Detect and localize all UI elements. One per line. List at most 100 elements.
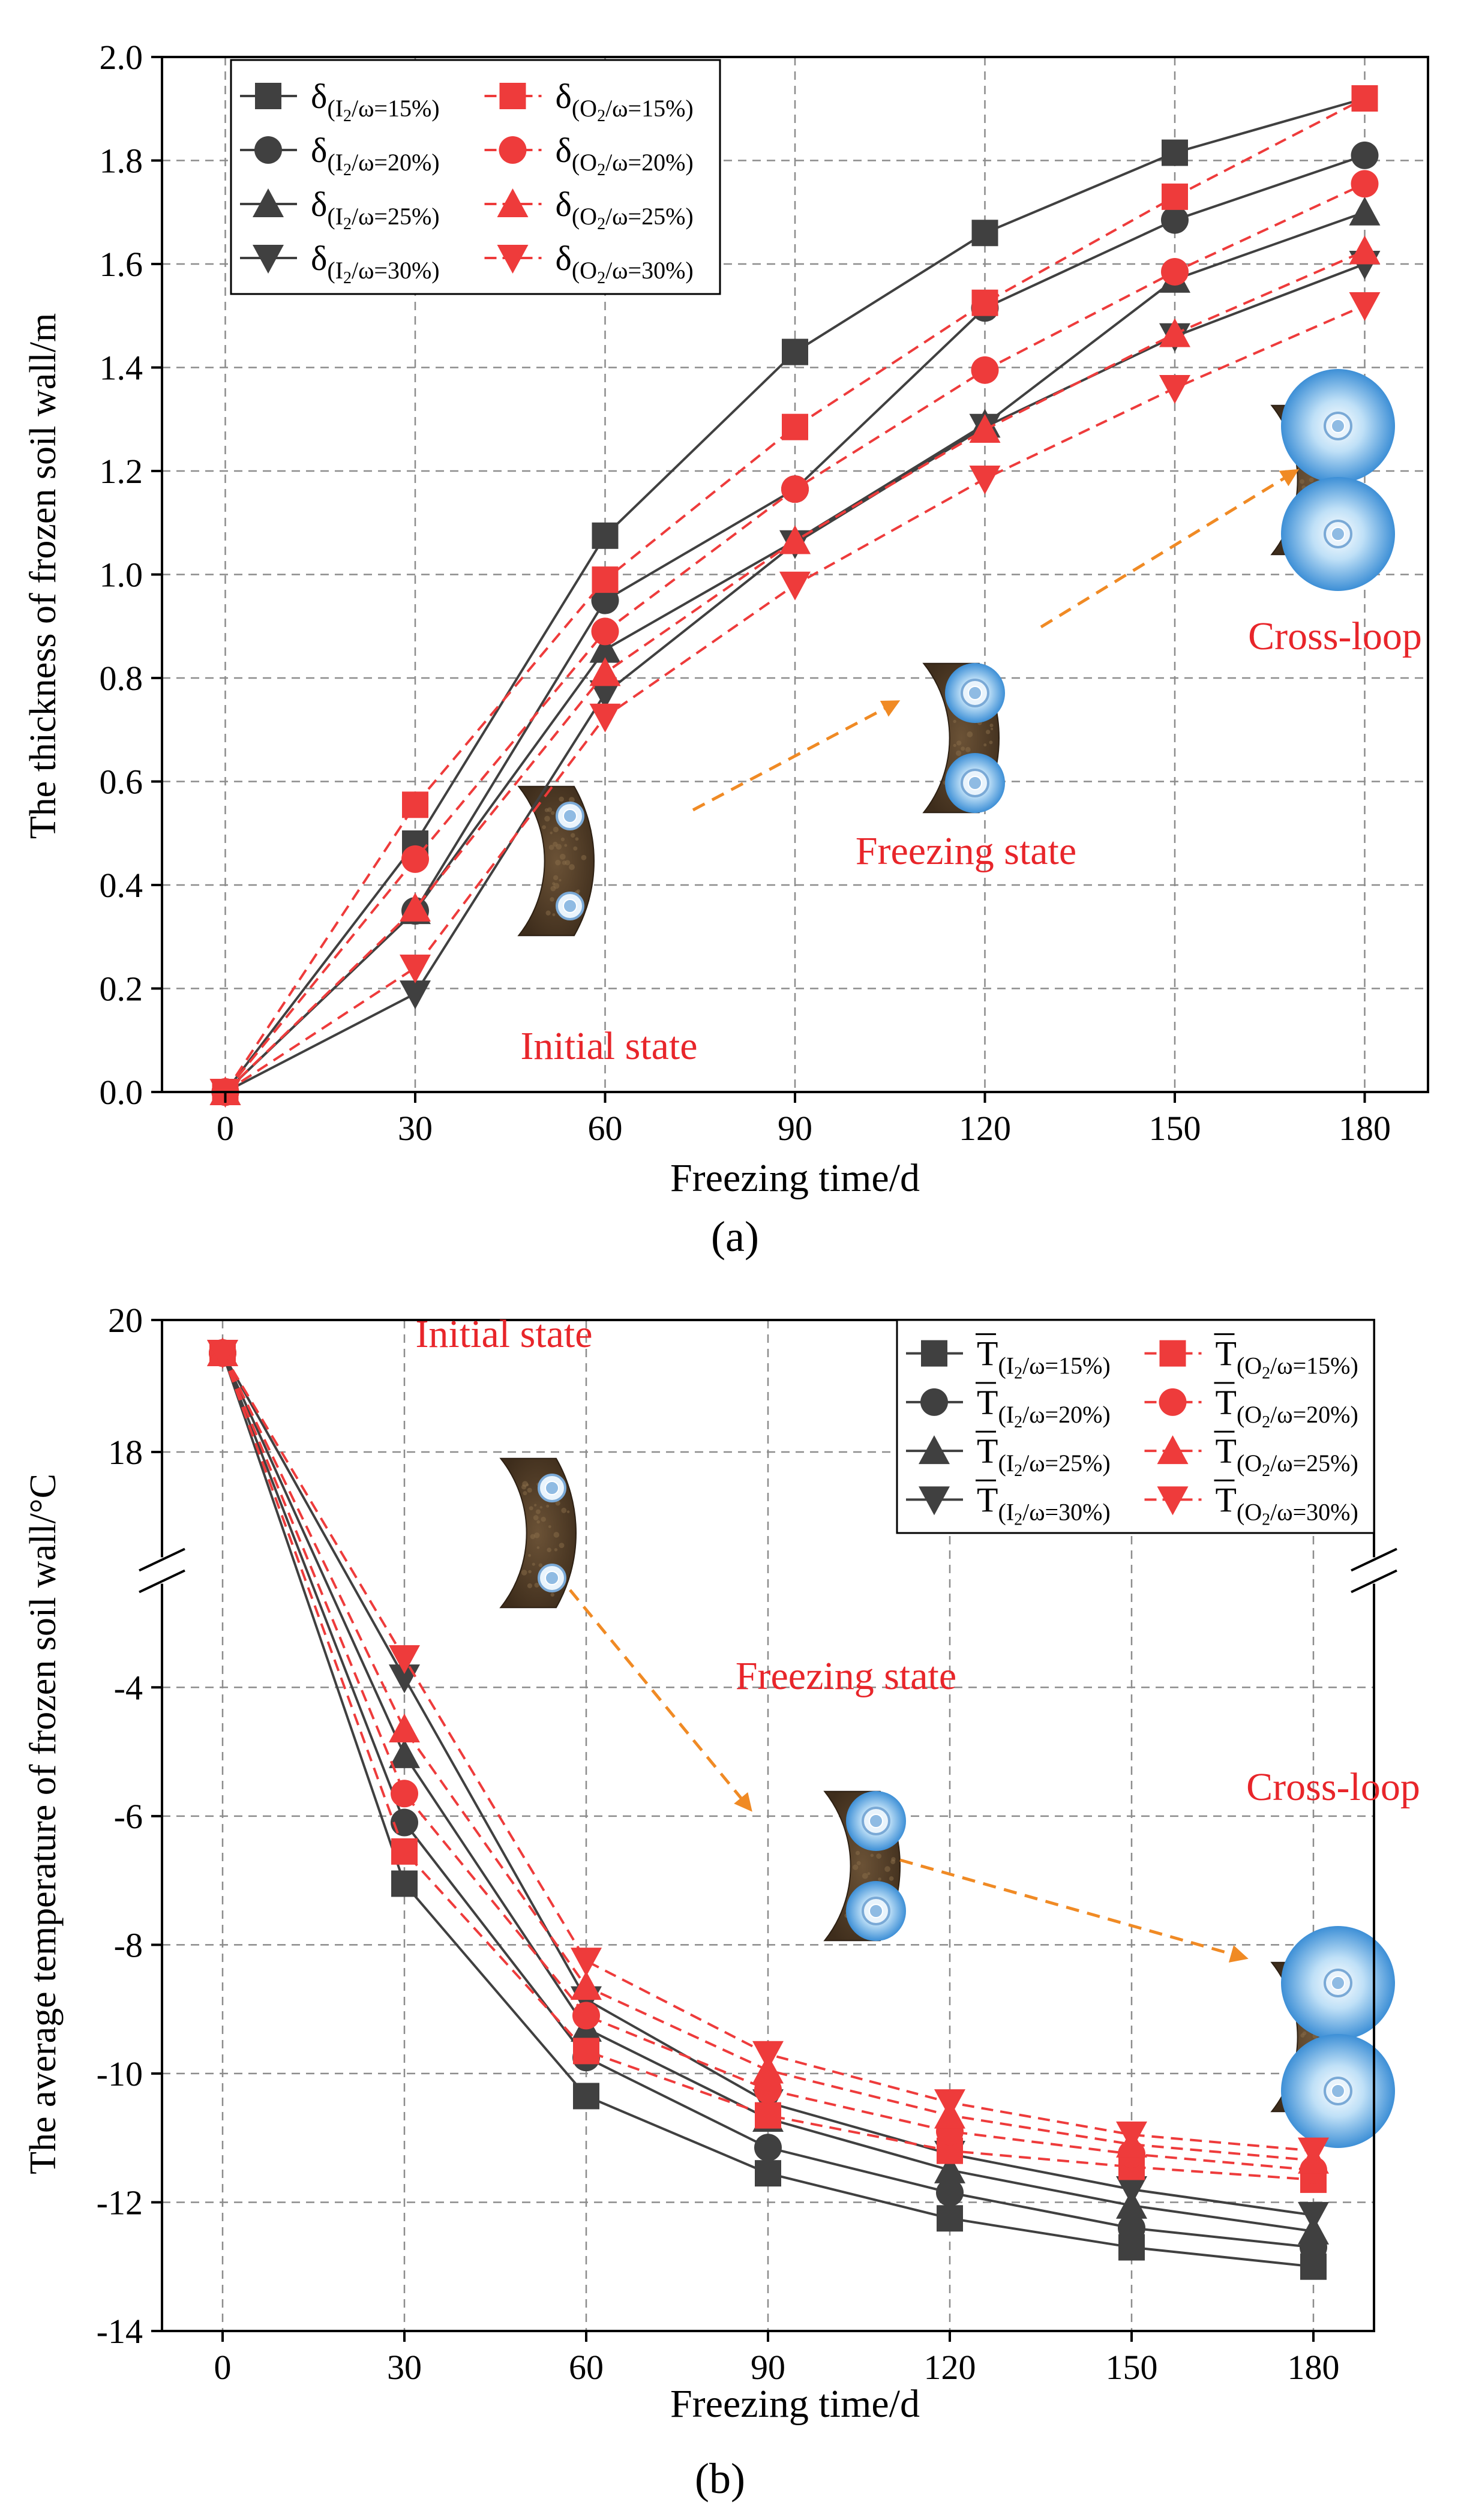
y-tick-label: -4 — [114, 1668, 143, 1707]
data-point — [401, 845, 429, 873]
soil-texture-speck — [1303, 2031, 1307, 2035]
data-point — [781, 475, 809, 503]
soil-texture-speck — [553, 875, 558, 880]
soil-texture-speck — [553, 842, 557, 847]
y-tick-label: 2.0 — [100, 38, 143, 77]
x-tick-label: 0 — [217, 1109, 234, 1148]
y-tick-label: 20 — [108, 1301, 143, 1340]
data-point — [391, 1838, 418, 1865]
soil-texture-speck — [555, 860, 560, 865]
data-point — [592, 566, 619, 593]
soil-texture-speck — [534, 1532, 539, 1538]
soil-texture-speck — [961, 746, 965, 751]
soil-texture-speck — [547, 1547, 551, 1552]
soil-texture-speck — [523, 1491, 527, 1495]
data-point — [782, 414, 808, 440]
soil-texture-speck — [884, 1866, 890, 1872]
y-tick-label: 1.8 — [100, 142, 143, 181]
data-point — [573, 2083, 599, 2109]
axis-break-mask — [1350, 1558, 1398, 1584]
y-tick-label: 0.0 — [100, 1073, 143, 1112]
y-tick-label: 0.2 — [100, 970, 143, 1009]
data-point — [934, 2089, 965, 2118]
soil-texture-speck — [542, 825, 546, 829]
data-point — [1351, 142, 1379, 169]
soil-texture-speck — [871, 1854, 874, 1857]
legend-marker — [1160, 1340, 1186, 1367]
data-point — [1352, 85, 1378, 112]
data-point — [400, 980, 431, 1009]
soil-texture-speck — [575, 837, 579, 841]
y-tick-label: 1.2 — [100, 452, 143, 491]
state-label: Freezing state — [856, 829, 1076, 873]
soil-texture-speck — [540, 1506, 542, 1508]
x-tick-label: 180 — [1288, 2348, 1340, 2387]
data-point — [573, 2038, 599, 2064]
x-tick-label: 90 — [751, 2348, 785, 2387]
soil-texture-speck — [529, 1506, 533, 1510]
data-point — [972, 220, 998, 246]
soil-texture-speck — [561, 1508, 566, 1513]
soil-texture-speck — [550, 897, 554, 902]
data-point — [972, 290, 998, 316]
x-tick-label: 120 — [924, 2348, 976, 2387]
soil-texture-speck — [541, 1517, 546, 1522]
soil-texture-speck — [573, 847, 577, 851]
soil-texture-speck — [989, 724, 993, 727]
soil-texture-speck — [956, 751, 961, 756]
data-point — [970, 466, 1001, 494]
y-tick-label: -10 — [97, 2054, 143, 2093]
freeze-pipe-core-icon — [1331, 1976, 1345, 1990]
soil-texture-speck — [956, 740, 961, 745]
soil-section-illustration-1 — [518, 787, 594, 935]
y-tick-label: -12 — [97, 2183, 143, 2222]
soil-texture-speck — [889, 1876, 894, 1881]
data-point — [1159, 375, 1190, 404]
soil-texture-speck — [581, 855, 587, 860]
legend: δ(I2/ω=15%)δ(I2/ω=20%)δ(I2/ω=25%)δ(I2/ω=… — [231, 60, 720, 294]
soil-section-illustration-2 — [923, 663, 1005, 813]
y-tick-label: -8 — [114, 1925, 143, 1964]
soil-texture-speck — [567, 1510, 570, 1513]
data-point — [391, 1780, 418, 1807]
soil-section-illustration-1 — [500, 1459, 576, 1607]
soil-texture-speck — [989, 740, 993, 744]
x-axis-label: Freezing time/d — [670, 2382, 920, 2426]
soil-texture-speck — [562, 860, 566, 865]
x-tick-label: 120 — [959, 1109, 1011, 1148]
y-tick-label: 18 — [108, 1433, 143, 1472]
soil-texture-speck — [553, 913, 556, 916]
data-point — [1349, 292, 1381, 321]
soil-texture-speck — [548, 1525, 551, 1528]
freeze-pipe-core-icon — [869, 1904, 883, 1918]
data-point — [1162, 184, 1188, 210]
soil-texture-speck — [986, 730, 990, 734]
y-tick-label: -14 — [97, 2312, 143, 2351]
data-point — [1351, 170, 1379, 197]
soil-texture-speck — [891, 1857, 895, 1861]
x-tick-label: 180 — [1339, 1109, 1391, 1148]
state-label: Cross-loop — [1246, 1765, 1420, 1809]
data-point — [400, 955, 431, 983]
freeze-pipe-core-icon — [869, 1814, 883, 1828]
y-tick-label: 1.6 — [100, 245, 143, 284]
state-transition-arrow — [1041, 471, 1296, 627]
data-point — [937, 2205, 963, 2231]
soil-texture-speck — [534, 1583, 539, 1588]
y-axis-label: The thickness of frozen soil wall/m — [23, 313, 64, 839]
data-point — [752, 2041, 784, 2070]
soil-texture-speck — [554, 1548, 557, 1551]
freeze-pipe-core-icon — [968, 686, 982, 700]
soil-texture-speck — [537, 1546, 540, 1549]
freeze-pipe-core-icon — [563, 899, 577, 913]
data-point — [755, 2102, 781, 2129]
data-point — [779, 572, 811, 601]
legend-marker — [921, 1340, 947, 1367]
soil-texture-speck — [965, 747, 971, 752]
data-point — [1298, 2202, 1329, 2231]
x-tick-label: 150 — [1149, 1109, 1201, 1148]
soil-texture-speck — [527, 1583, 532, 1588]
legend-marker — [1159, 1388, 1187, 1416]
soil-texture-speck — [546, 1505, 549, 1508]
soil-texture-speck — [536, 1510, 541, 1514]
